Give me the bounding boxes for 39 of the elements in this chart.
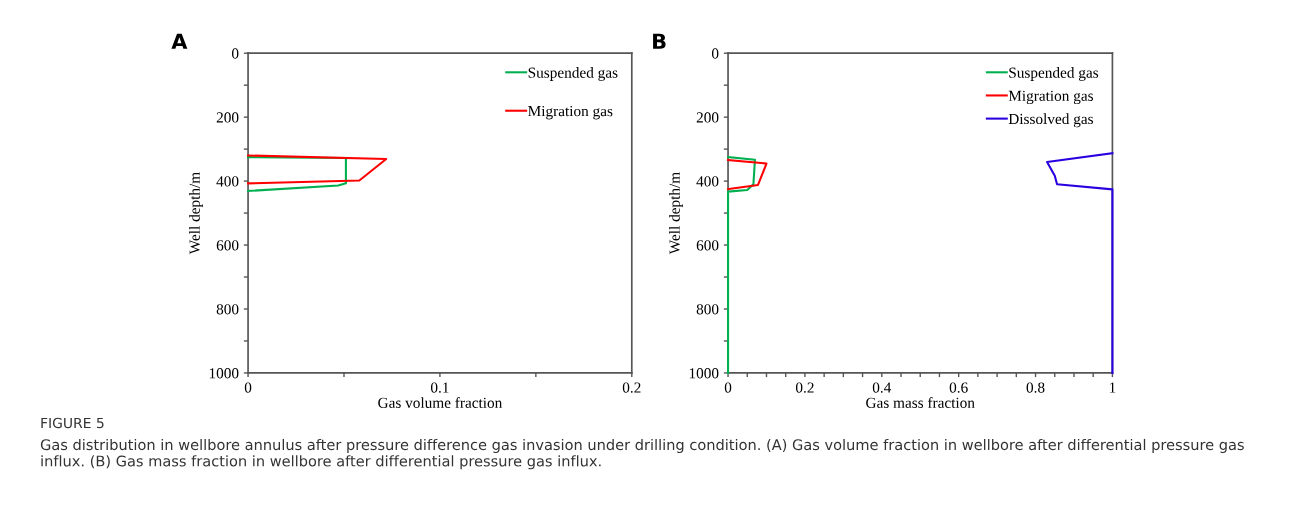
y-tick-label: 400	[696, 176, 719, 187]
text: B	[653, 33, 666, 49]
y-tick-label: 0	[231, 48, 239, 59]
y-tick-label: 1000	[209, 368, 239, 379]
x-tick-label: 1	[1109, 382, 1116, 393]
line-series	[727, 156, 756, 374]
x-axis-title: Gas volume fraction	[378, 397, 503, 408]
text: Gas distribution in wellbore annulus after pressure difference gas invasion under drilling condition. (A) Gas volume fraction in wellbore after differential pressure gas influx. (B) Gas mass fraction in wellbore after differential pressure gas influx.	[40, 438, 1244, 470]
y-tick-label: 800	[216, 304, 239, 315]
x-axis-title: Gas mass fraction	[866, 397, 975, 408]
y-tick-label: 400	[216, 176, 239, 187]
y-tick-label: 600	[696, 240, 719, 251]
y-tick-label: 200	[696, 112, 719, 123]
y-tick-label: 600	[216, 240, 239, 251]
x-tick-label: 0.1	[430, 382, 449, 393]
text: A	[171, 33, 188, 49]
x-tick-label: 0	[724, 382, 732, 393]
x-tick-label: 0	[244, 382, 252, 393]
caption: FIGURE 5	[41, 417, 104, 429]
line-series	[727, 158, 768, 191]
x-tick-label: 0.2	[795, 382, 814, 393]
x-tick-label: 0.6	[949, 382, 968, 393]
legend-label: Migration gas	[1008, 90, 1094, 105]
legend-label: Suspended gas	[1009, 67, 1099, 81]
y-tick-label: 1000	[689, 368, 719, 379]
line-series	[247, 154, 388, 185]
y-tick-label: 800	[696, 304, 719, 315]
x-tick-label: 0.2	[622, 382, 641, 393]
y-tick-label: 0	[711, 48, 719, 59]
y-tick-label: 200	[216, 112, 239, 123]
line-series	[1046, 152, 1114, 374]
line-series	[247, 156, 347, 193]
legend-label: Suspended gas	[528, 67, 618, 81]
y-axis-title: Well depth/m	[189, 172, 203, 255]
x-tick-label: 0.8	[1026, 382, 1045, 393]
legend-label: Dissolved gas	[1008, 113, 1094, 128]
y-axis-title: Well depth/m	[669, 172, 683, 255]
legend-label: Migration gas	[528, 105, 613, 120]
x-tick-label: 0.4	[872, 382, 892, 393]
